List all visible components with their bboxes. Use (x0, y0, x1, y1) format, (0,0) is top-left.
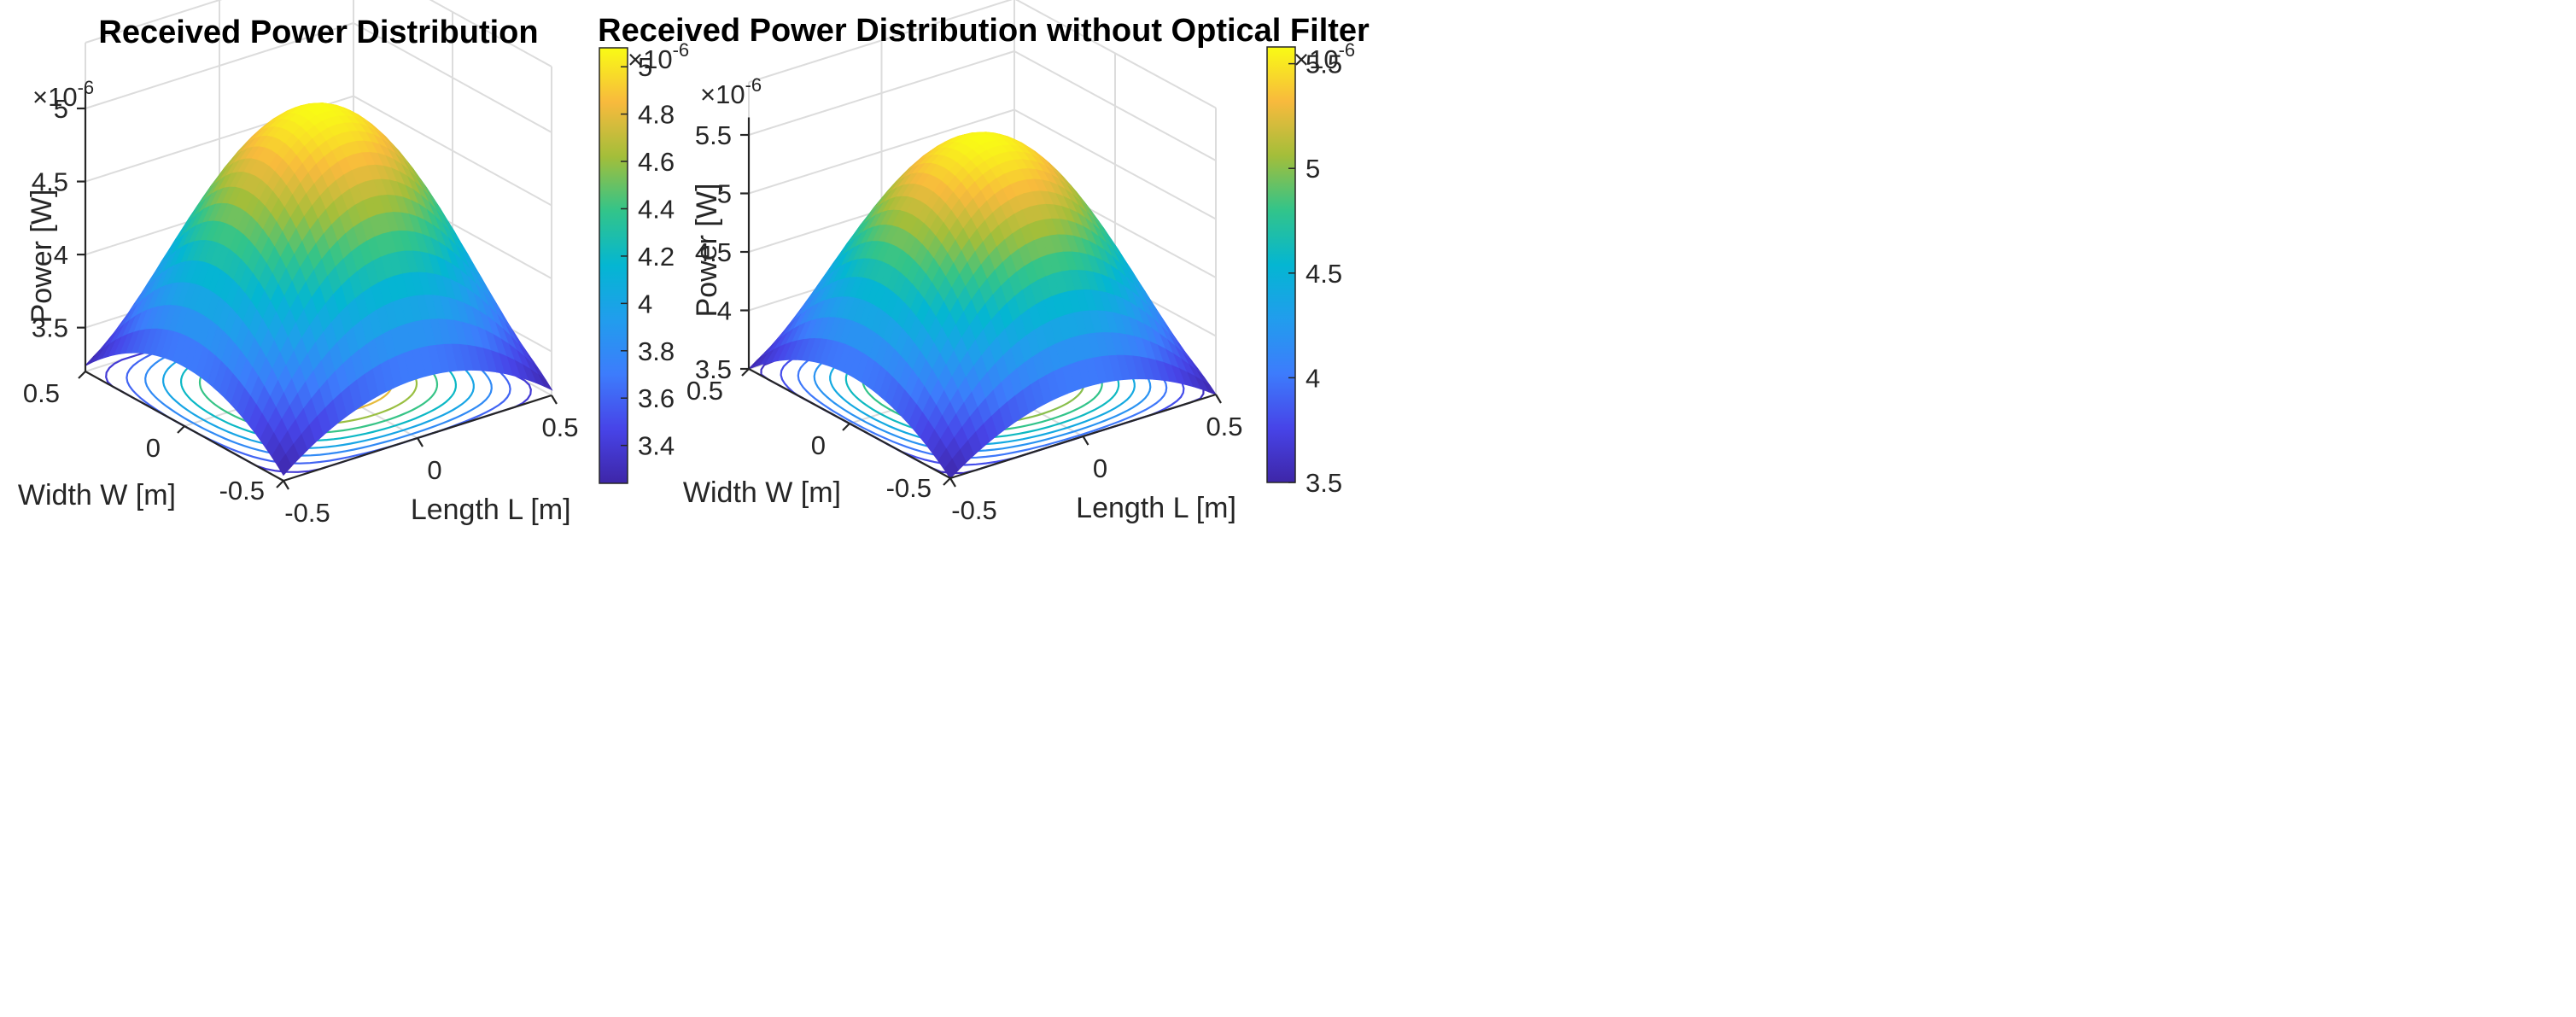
colorbar-tick-label: 4 (1306, 363, 1320, 393)
colorbar-exponent-base: ×10 (1294, 44, 1339, 74)
y-tick-label: 0 (146, 433, 161, 463)
z-exponent: ×10-6 (32, 77, 94, 112)
colorbar-tick-label: 4.2 (638, 242, 675, 272)
z-tick-label: 3.5 (32, 313, 68, 343)
colorbar-exponent-power: -6 (673, 39, 690, 61)
y-tick-label: 0.5 (23, 378, 60, 408)
grid-line (353, 22, 552, 133)
chart-title: Received Power Distribution (98, 15, 538, 50)
y-axis-label: Width W [m] (18, 479, 176, 511)
x-tick-mark (1215, 394, 1222, 404)
y-tick-label: -0.5 (219, 476, 265, 506)
colorbar-tick-label: 3.4 (638, 431, 675, 461)
z-exponent-base: ×10 (32, 82, 78, 112)
x-tick-mark (417, 437, 423, 447)
grid-line (85, 0, 223, 44)
colorbar-tick-label: 4.8 (638, 100, 675, 130)
z-tick-label: 4 (717, 296, 732, 326)
y-tick-mark (842, 423, 850, 431)
chart-title: Received Power Distribution without Opti… (598, 13, 1370, 49)
z-exponent-power: -6 (78, 77, 95, 98)
z-tick-label: 3.5 (695, 354, 732, 384)
colorbar-tick-label: 4 (638, 289, 652, 319)
z-tick-label: 5 (717, 179, 732, 209)
surface-patch (943, 459, 959, 479)
colorbar-tick-label: 3.6 (638, 383, 675, 413)
colorbar-tick-label: 3.8 (638, 336, 675, 366)
chart-2-surface (748, 132, 1218, 479)
x-tick-mark (551, 395, 558, 405)
chart-1: 3.5 4 4.5 5 -0.5 0 0.5 -0.5 0 0.5 Length L [m] Widt… (18, 0, 689, 528)
z-tick-label: 4.5 (695, 237, 732, 267)
grid-line (748, 50, 1015, 136)
x-axis-label: Length L [m] (1076, 492, 1236, 524)
x-tick-label: -0.5 (284, 498, 330, 528)
y-tick-mark (741, 368, 750, 377)
z-exponent-base: ×10 (700, 79, 745, 109)
grid-line (1013, 108, 1217, 220)
grid-line (429, 0, 552, 67)
y-tick-label: -0.5 (886, 473, 932, 503)
colorbar-exponent: ×10-6 (628, 39, 689, 74)
grid-line (353, 95, 552, 207)
z-exponent: ×10-6 (700, 74, 762, 109)
grid-line (1013, 50, 1217, 161)
y-tick-mark (78, 371, 86, 379)
surface-patch (277, 453, 292, 476)
x-tick-mark (1082, 435, 1089, 446)
colorbar-tick-label: 5 (1306, 154, 1320, 184)
colorbar-tick-label: 4.4 (638, 194, 675, 224)
x-tick-label: 0.5 (541, 412, 578, 442)
z-axis-label: Power [W] (691, 184, 723, 318)
colorbar-exponent-power: -6 (1339, 39, 1356, 61)
chart-2-colorbar: 3.5 4 4.5 5 5.5×10-6 (1266, 39, 1355, 498)
x-tick-label: 0 (1093, 453, 1107, 483)
x-tick-label: -0.5 (951, 495, 996, 525)
x-tick-mark (283, 480, 289, 490)
colorbar-tick-label: 4.5 (1306, 259, 1342, 289)
colorbar-exponent-base: ×10 (628, 44, 673, 74)
y-axis-label: Width W [m] (683, 476, 841, 509)
y-tick-mark (276, 480, 284, 488)
grid-line (85, 22, 354, 109)
colorbar-tick-label: 5.5 (1306, 50, 1342, 79)
z-tick-label: 4.5 (32, 167, 68, 197)
z-exponent-power: -6 (745, 74, 762, 96)
grid-line (1014, 0, 1217, 109)
y-tick-mark (177, 425, 185, 434)
x-tick-mark (949, 477, 956, 488)
y-tick-label: 0.5 (686, 376, 723, 406)
colorbar-gradient (1266, 46, 1296, 483)
chart-2: 3.5 4 4.5 5 5.5 -0.5 0 0.5 -0.5 0 0.5 Length L [m] W… (598, 0, 1370, 525)
y-tick-label: 0 (811, 430, 826, 460)
colorbar-tick-label: 3.5 (1306, 468, 1342, 498)
chart-1-surface (85, 102, 553, 476)
x-axis-label: Length L [m] (411, 494, 571, 526)
chart-1-colorbar: 3.4 3.6 3.8 4 4.2 4.4 4.6 4.8 5×10-6 (599, 39, 689, 484)
x-tick-label: 0 (427, 455, 441, 485)
colorbar-exponent: ×10-6 (1294, 39, 1355, 74)
z-tick-label: 4 (54, 240, 68, 270)
colorbar-tick-label: 5 (638, 52, 652, 82)
colorbar-tick-label: 4.6 (638, 147, 675, 177)
grid-line (748, 0, 1013, 84)
z-tick-label: 5.5 (695, 120, 732, 150)
chart-1-axes (77, 86, 558, 490)
x-tick-label: 0.5 (1206, 412, 1242, 441)
z-axis-label: Power [W] (26, 190, 58, 324)
y-tick-mark (943, 477, 951, 486)
grid-line (748, 108, 1015, 195)
colorbar-gradient (599, 47, 628, 484)
z-tick-label: 5 (54, 94, 68, 124)
chart-2-axes (740, 117, 1222, 488)
